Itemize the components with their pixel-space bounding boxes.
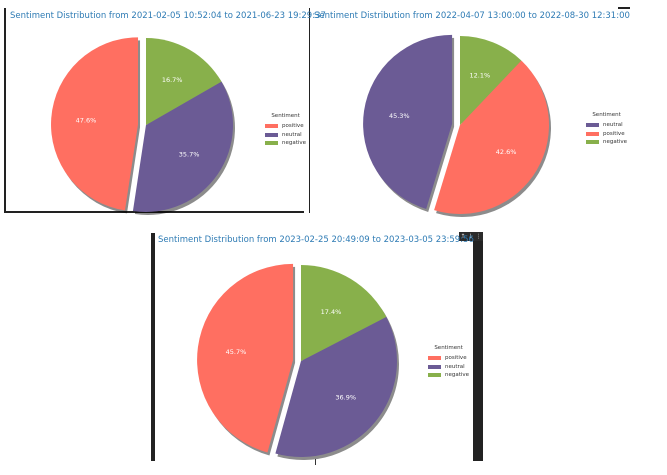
legend-title: Sentiment [271,113,300,119]
legend-item-neutral: neutral [586,121,627,130]
slice-label-neutral: 36.9% [335,393,356,401]
slice-label-positive: 42.6% [496,148,517,156]
arrow-up-icon[interactable]: ↑ [460,233,466,240]
legend-swatch [265,124,278,129]
legend-label: negative [603,139,628,146]
pie-slice-neutral [132,81,233,212]
legend: Sentiment neutral positive negative [586,112,627,147]
legend-item-positive: positive [428,354,469,363]
pie-slice-positive [51,37,139,211]
panel-divider [309,8,310,213]
pie-slice-negative [146,38,222,125]
legend-label: neutral [445,363,465,370]
pie-slice-neutral [275,316,397,457]
legend-label: positive [282,123,304,130]
legend-swatch [265,141,278,146]
slice-label-negative: 12.1% [469,71,490,79]
legend-swatch [428,356,441,361]
legend-swatch [265,132,278,137]
chart-title: Sentiment Distribution from 2021-02-05 1… [10,11,326,21]
legend-label: positive [603,130,625,137]
chart-title: Sentiment Distribution from 2022-04-07 1… [314,11,630,21]
legend-item-positive: positive [265,122,306,131]
panel1-bottom-border [4,211,304,213]
bottom-tick [315,459,316,465]
legend-label: positive [445,355,467,362]
menu-icon[interactable]: ⋮ [475,233,482,240]
panel3-left-border [151,233,155,461]
slice-label-negative: 16.7% [162,76,183,84]
legend-title: Sentiment [434,345,463,351]
panel3-right-border [473,233,483,461]
output-toolbar[interactable]: ↑ ↓ ⋮ [459,232,483,241]
legend-swatch [586,123,599,128]
corner-mark [618,7,630,9]
legend-item-negative: negative [586,138,627,147]
chart-title: Sentiment Distribution from 2023-02-25 2… [158,235,474,245]
pie-slice-positive [197,263,294,453]
legend-swatch [586,131,599,136]
arrow-down-icon[interactable]: ↓ [467,233,474,240]
pie-slice-negative [301,265,387,361]
legend-item-negative: negative [265,139,306,148]
legend-item-positive: positive [586,130,627,139]
legend-swatch [428,364,441,369]
legend-swatch [586,140,599,145]
slice-label-neutral: 35.7% [179,150,200,158]
panel1-left-border [4,8,6,213]
pie-slice-positive [434,60,550,214]
legend-label: neutral [603,122,623,129]
slice-label-negative: 17.4% [321,308,342,316]
legend-label: negative [445,372,470,379]
slice-label-neutral: 45.3% [389,112,410,120]
legend-item-negative: negative [428,371,469,380]
legend-swatch [428,373,441,378]
legend-item-neutral: neutral [265,131,306,140]
legend: Sentiment positive neutral negative [428,345,469,380]
slice-label-positive: 47.6% [76,116,97,124]
legend-label: negative [282,140,307,147]
pie-slice-neutral [363,34,453,209]
legend-item-neutral: neutral [428,363,469,372]
legend-label: neutral [282,131,302,138]
legend: Sentiment positive neutral negative [265,113,306,148]
slice-label-positive: 45.7% [226,348,247,356]
pie-slice-negative [460,36,522,125]
legend-title: Sentiment [592,112,621,118]
